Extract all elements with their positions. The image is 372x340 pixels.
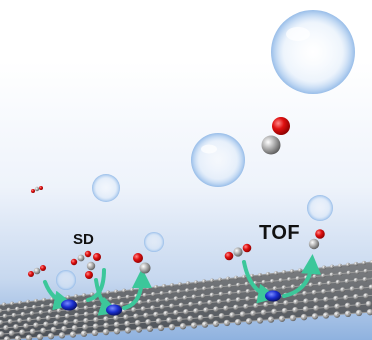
lattice-bond	[365, 294, 372, 297]
lattice-atom	[366, 308, 372, 316]
co2-molecule-sd	[70, 250, 92, 266]
arrow-mid-up	[122, 268, 152, 310]
lattice-atom	[163, 310, 169, 317]
co2-molecule-adsorbed	[85, 253, 101, 279]
lattice-atom	[283, 300, 289, 306]
label-sd: SD	[73, 231, 94, 248]
bubble-large	[271, 10, 355, 94]
bubble-small-1	[92, 174, 120, 202]
co2-molecule-left	[28, 265, 46, 277]
lattice-atom	[83, 317, 89, 324]
active-site-1	[61, 299, 77, 311]
lattice-atom	[73, 318, 79, 325]
lattice-atom	[113, 315, 119, 321]
lattice-atom	[183, 309, 189, 315]
bubble-medium-highlight	[201, 144, 217, 154]
arrow-right-up	[282, 254, 322, 298]
lattice-atom	[323, 296, 329, 303]
lattice-atom	[233, 304, 239, 311]
bubble-small-2	[307, 195, 333, 221]
lattice-atom	[365, 300, 372, 307]
label-tof: TOF	[259, 222, 301, 244]
co-molecule-large	[261, 117, 290, 155]
lattice-atom	[23, 323, 29, 329]
lattice-atom	[63, 319, 69, 326]
co2-molecule-tiny	[31, 186, 43, 193]
lattice-bond	[365, 269, 372, 272]
lattice-atom	[173, 309, 179, 316]
lattice-atom	[123, 314, 129, 320]
active-site-3	[265, 290, 281, 302]
active-site-2	[106, 304, 122, 316]
lattice-atom	[25, 334, 33, 340]
lattice-bond	[364, 278, 372, 280]
lattice-atom	[253, 302, 259, 309]
bubble-medium	[191, 133, 245, 187]
molecules	[28, 117, 325, 279]
lattice-atom	[133, 313, 139, 320]
lattice-atom	[13, 324, 19, 330]
lattice-atom	[368, 284, 372, 290]
co2-molecule-tof	[224, 243, 252, 261]
bubbles	[56, 10, 355, 290]
bubble-large-highlight	[286, 27, 310, 41]
co-molecule-mid	[133, 253, 151, 274]
lattice-atom	[333, 295, 339, 302]
co-molecule-tof	[308, 229, 325, 250]
bubble-small-4	[56, 270, 76, 290]
active-sites	[61, 290, 281, 316]
bubble-small-3	[144, 232, 164, 252]
lattice-atom	[223, 305, 229, 312]
